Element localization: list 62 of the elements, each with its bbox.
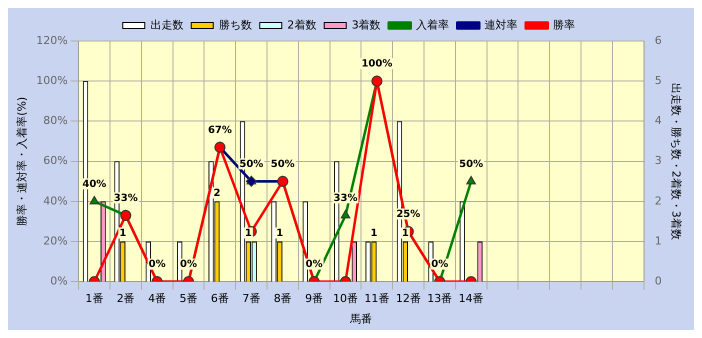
x-tick-label: 1番 [85, 292, 104, 306]
y2-axis-title: 出走数・勝ち数・2着数・3着数 [670, 82, 683, 240]
x-tick-label: 11番 [364, 292, 390, 306]
y2-tick-label: 2 [654, 194, 662, 208]
data-label: 0% [148, 259, 166, 270]
point [466, 176, 476, 184]
data-label: 1 [244, 228, 252, 240]
data-label: 40% [82, 178, 106, 190]
legend-label: 勝ち数 [218, 18, 252, 32]
data-label: 1 [402, 228, 409, 240]
data-label: 50% [459, 158, 484, 170]
x-tick-label: 7番 [242, 292, 260, 306]
y2-tick-label: 6 [654, 34, 662, 47]
y-tick-label: 0% [50, 274, 68, 288]
x-tick-label: 5番 [180, 292, 198, 306]
y-tick-label: 60% [43, 154, 68, 168]
data-label: 1 [276, 228, 284, 240]
x-tick-label: 10番 [333, 292, 358, 306]
data-label: 25% [396, 209, 420, 220]
point [90, 196, 100, 204]
data-label: 50% [239, 158, 264, 170]
x-tick-label: 2番 [116, 292, 135, 306]
x-tick-label: 13番 [427, 292, 452, 306]
x-tick-label: 12番 [396, 292, 421, 306]
y-tick-label: 100% [36, 74, 68, 87]
legend-label: 2着数 [287, 18, 316, 32]
legend-label: 入着率 [416, 18, 450, 32]
legend-label: 連対率 [484, 18, 518, 32]
data-label: 2 [214, 188, 221, 199]
data-label: 0% [306, 259, 323, 270]
x-tick-label: 14番 [458, 292, 484, 306]
y-tick-label: 80% [43, 114, 68, 128]
x-tick-label: 4番 [148, 292, 166, 306]
data-label: 33% [114, 193, 138, 204]
point [120, 210, 132, 221]
data-label: 67% [208, 124, 232, 136]
y-tick-label: 40% [43, 194, 68, 208]
y-axis-title: 勝率・連対率・入着率(%) [15, 96, 28, 226]
x-tick-label: 8番 [274, 292, 292, 306]
data-label: 100% [361, 58, 392, 70]
x-axis-title: 馬番 [349, 312, 372, 326]
y-tick-label: 20% [43, 234, 68, 248]
legend-label: 勝率 [553, 18, 576, 32]
y-tick-label: 120% [36, 34, 68, 47]
y2-tick-label: 0 [654, 274, 662, 288]
data-label: 0% [431, 259, 448, 270]
data-label: 1 [370, 228, 378, 240]
x-tick-label: 9番 [305, 292, 324, 306]
data-label: 33% [334, 193, 358, 204]
point [340, 210, 350, 218]
point [246, 176, 257, 187]
y2-tick-label: 3 [654, 154, 662, 168]
x-tick-label: 6番 [210, 292, 229, 306]
data-label: 0% [180, 259, 198, 270]
point [371, 76, 382, 87]
y2-tick-label: 1 [654, 234, 662, 248]
data-label: 1 [119, 228, 126, 240]
legend-label: 3着数 [352, 18, 381, 32]
legend-label: 出走数 [150, 18, 184, 32]
y2-tick-label: 4 [654, 114, 662, 128]
y2-tick-label: 5 [654, 74, 662, 87]
data-label: 50% [270, 158, 295, 170]
